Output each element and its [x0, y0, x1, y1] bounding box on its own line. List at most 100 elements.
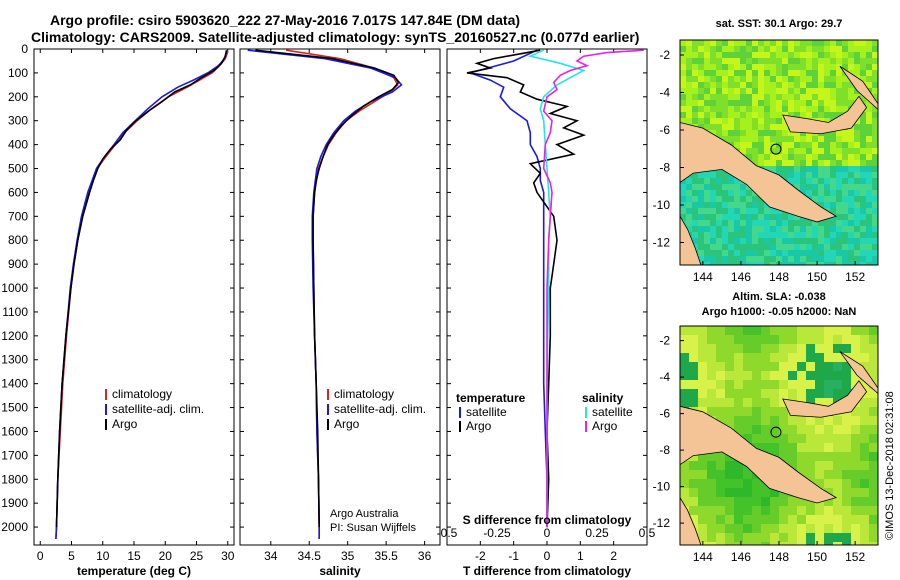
map-y-tick-label: -6: [659, 123, 670, 137]
map-x-tick-label: 144: [693, 550, 713, 564]
x-tick-label: 35.5: [374, 549, 398, 563]
map-x-tick-label: 148: [769, 550, 789, 564]
map-y-tick-label: -12: [653, 236, 671, 250]
depth-tick-label: 300: [8, 114, 28, 128]
x-tick-label: 10: [96, 549, 110, 563]
x-tick-label: 34.5: [298, 549, 322, 563]
land-australia: [680, 496, 702, 545]
panel-frame: [33, 48, 235, 546]
map-x-tick-label: 150: [807, 550, 827, 564]
x-tick-label: 15: [127, 549, 141, 563]
x-tick-label: 30: [221, 549, 235, 563]
figure-title-line2: Climatology: CARS2009. Satellite-adjuste…: [31, 29, 640, 45]
map-x-tick-label: 150: [807, 270, 827, 284]
legend-label: satellite: [466, 405, 507, 419]
legend-label: Argo: [466, 419, 492, 433]
map-y-tick-label: -2: [659, 48, 670, 62]
depth-tick-label: 1800: [1, 472, 28, 486]
x-tick-label: -2: [475, 549, 486, 563]
map-y-tick-label: -8: [659, 161, 670, 175]
figure-title-line1: Argo profile: csiro 5903620_222 27-May-2…: [50, 12, 521, 28]
x-tick-label: 20: [159, 549, 173, 563]
x-tick-label: 1: [577, 549, 584, 563]
map-y-tick-label: -2: [659, 334, 670, 348]
legend-label: satellite: [592, 405, 633, 419]
depth-tick-label: 200: [8, 90, 28, 104]
x-axis-label: temperature (deg C): [77, 564, 191, 578]
land-new-guinea: [680, 122, 838, 223]
x-tick-label: 35: [341, 549, 355, 563]
map-x-tick-label: 152: [845, 550, 865, 564]
panel-temperature: 0 5 10 15 20 25 30 temperature (deg C) climatolo…: [33, 48, 235, 578]
panel-frame: [239, 48, 441, 546]
x-tick-label-salinity: 0: [544, 526, 551, 540]
depth-tick-label: 400: [8, 138, 28, 152]
depth-tick-label: 2000: [1, 520, 28, 534]
depth-tick-label: 1900: [1, 496, 28, 510]
argo-position-marker: [770, 426, 782, 438]
land-australia: [680, 215, 702, 265]
x-axis-label: T difference from climatology: [463, 564, 631, 578]
map-y-tick-label: -12: [653, 516, 671, 530]
depth-tick-label: 700: [8, 209, 28, 223]
depth-tick-label: 0: [21, 42, 28, 56]
legend-label: satellite-adj. clim.: [112, 402, 204, 416]
map-title: Altim. SLA: -0.038: [732, 291, 826, 303]
depth-tick-label: 1300: [1, 353, 28, 367]
argo-position-marker: [770, 143, 782, 155]
land-new-ireland: [839, 65, 878, 110]
legend-title-temperature: temperature: [456, 391, 526, 405]
depth-tick-label: 1000: [1, 281, 28, 295]
series-line-argo: [255, 49, 400, 528]
series-line-s-argo: [542, 49, 644, 528]
map-x-tick-label: 152: [845, 270, 865, 284]
land-new-britain: [782, 95, 868, 135]
depth-tick-label: 500: [8, 162, 28, 176]
map-y-tick-label: -6: [659, 407, 670, 421]
map-x-tick-label: 146: [731, 270, 751, 284]
depth-tick-label: 900: [8, 257, 28, 271]
legend-label: Argo: [334, 417, 360, 431]
map-sst_map: 144 146 148 150 152 -2 -4 -6 -8 -10 -12 sat. SST: 3…: [653, 18, 879, 284]
x-tick-label: -1: [508, 549, 519, 563]
depth-tick-label: 1700: [1, 448, 28, 462]
x-tick-label: 25: [190, 549, 204, 563]
x-axis-label-salinity: S difference from climatology: [463, 513, 632, 527]
land-new-ireland: [839, 351, 878, 395]
x-tick-label: 0: [544, 549, 551, 563]
map-y-tick-label: -10: [653, 198, 671, 212]
credit-stamp: ©IMOS 13-Dec-2018 02:31:08: [884, 391, 896, 540]
map-y-tick-label: -8: [659, 443, 670, 457]
map-x-tick-label: 144: [693, 270, 713, 284]
depth-tick-label: 1200: [1, 329, 28, 343]
map-sla_map: 144 146 148 150 152 -2 -4 -6 -8 -10 -12 Altim. SLA:…: [653, 291, 879, 564]
depth-tick-label: 800: [8, 233, 28, 247]
depth-tick-label: 1100: [2, 305, 28, 319]
annotation-argo-australia: Argo Australia: [330, 508, 399, 520]
depth-tick-label: 1400: [1, 377, 28, 391]
panel-salinity: 34 34.5 35 35.5 36 salinity climatologysatelli…: [239, 48, 441, 578]
legend-label: satellite-adj. clim.: [334, 402, 426, 416]
depth-tick-label: 1500: [1, 401, 28, 415]
x-tick-label: 34: [264, 549, 278, 563]
map-title: sat. SST: 30.1 Argo: 29.7: [716, 18, 843, 30]
legend-label: climatology: [112, 387, 172, 401]
series-line-t-argo: [466, 49, 587, 528]
x-axis-label: salinity: [319, 564, 361, 578]
x-tick-label-salinity: -0.25: [483, 526, 511, 540]
legend-title-salinity: salinity: [582, 391, 624, 405]
legend-label: Argo: [592, 419, 618, 433]
depth-tick-label: 600: [8, 185, 28, 199]
x-tick-label: 5: [68, 549, 75, 563]
panel-difference: -2 -1 0 1 2T difference from climatology -0.5…: [437, 48, 656, 578]
map-y-tick-label: -10: [653, 480, 671, 494]
map-x-tick-label: 148: [769, 270, 789, 284]
legend-label: Argo: [112, 417, 138, 431]
x-tick-label: 0: [37, 549, 44, 563]
legend-label: climatology: [334, 387, 394, 401]
x-tick-label-salinity: 0.5: [639, 526, 656, 540]
land-new-britain: [782, 380, 868, 418]
map-field: [680, 326, 878, 545]
annotation-pi: PI: Susan Wijffels: [330, 522, 416, 534]
